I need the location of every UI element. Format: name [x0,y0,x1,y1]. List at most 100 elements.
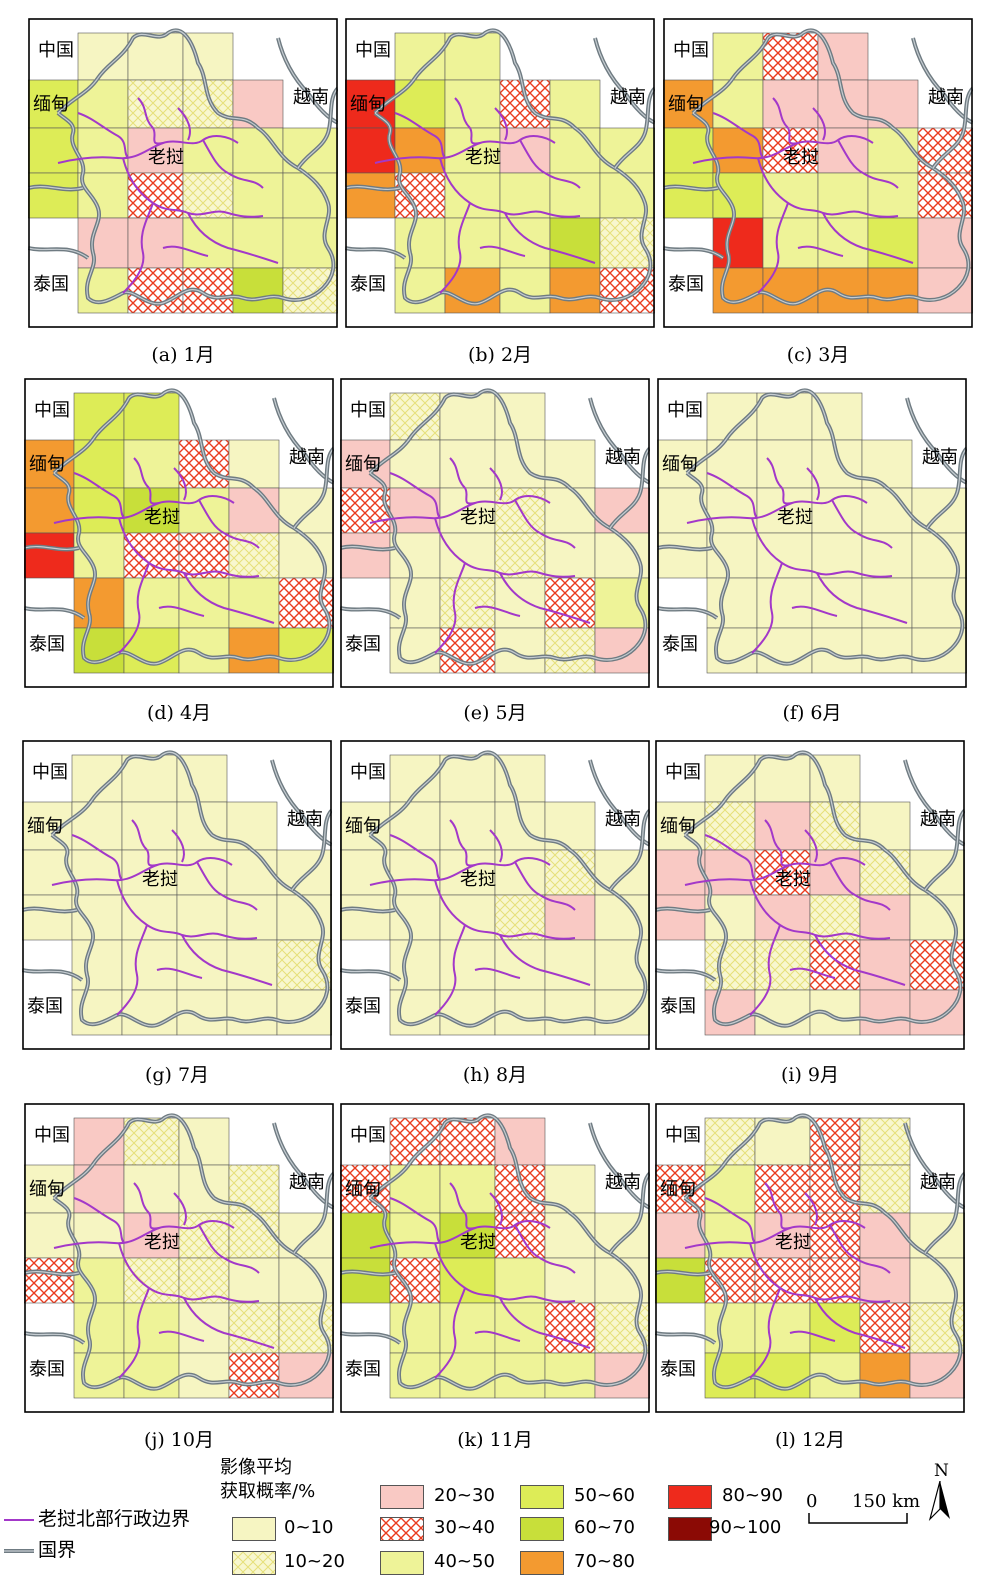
grid-cell [123,1117,180,1166]
grid-cell [704,939,756,991]
grid-cell [73,1257,125,1304]
national-border-label: 国界 [38,1539,77,1561]
grid-cell [544,532,596,579]
grid-cell [123,577,180,629]
label-china: 中国 [34,1125,70,1146]
admin-boundary [712,112,764,159]
admin-boundary-label: 老挝北部行政边界 [38,1508,191,1530]
grid-cell [340,1257,391,1304]
admin-boundary [489,1192,503,1226]
map-frame [22,740,332,1050]
grid-cell [123,1302,180,1354]
admin-boundary [162,245,209,257]
grid-cell [754,989,811,1036]
grid-cell [345,172,396,219]
grid-cell [73,577,125,629]
grid-cell [77,172,129,219]
grid-cell [123,627,180,674]
label-thailand: 泰国 [29,1359,65,1380]
label-thailand: 泰国 [29,634,65,655]
admin-boundary [764,819,791,867]
grid-cell [278,1352,334,1399]
admin-boundary [479,245,526,257]
label-vietnam: 越南 [922,447,958,468]
admin-boundary [804,829,818,863]
admin-boundary [187,212,279,264]
grid-cell [226,849,278,896]
grid-cell [22,849,73,896]
map-frame [28,18,338,328]
national-border-highlight [663,247,724,259]
admin-boundary [116,924,148,1016]
grid-cell [228,1257,280,1304]
admin-boundary [183,572,275,624]
panel-caption: (e) 5月 [463,702,527,724]
grid-cell [811,532,863,579]
admin-boundary [829,1224,856,1259]
admin-boundary [489,467,503,501]
admin-boundary [789,1330,836,1342]
national-border-highlight [340,969,401,981]
label-vietnam: 越南 [610,87,646,108]
label-thailand: 泰国 [660,1359,696,1380]
grid-cell [809,894,861,941]
grid-cell [549,127,601,174]
grid-cell [549,217,601,269]
panel-caption: (d) 4月 [146,702,212,724]
national-border-highlight [655,969,716,981]
grid-cell [754,1117,811,1166]
admin-boundary [704,1197,756,1244]
panel-caption: (b) 2月 [467,344,533,366]
grid-cell [389,849,441,896]
grid-cell [444,127,501,174]
admin-boundary [749,924,781,1016]
grid-cell [439,754,496,803]
admin-boundary [389,472,441,519]
grid-cell [389,532,441,579]
grid-cell [762,217,819,269]
grid-cell [756,392,813,441]
grid-cell [762,127,819,174]
national-border-highlight [24,545,80,551]
grid-cell [762,32,819,81]
grid-cell [706,487,758,534]
label-laos: 老挝 [777,507,813,528]
grid-cell [444,79,501,129]
grid-cell [756,439,813,489]
grid-cell [276,989,332,1036]
admin-boundary [156,967,203,979]
grid-cell [71,939,123,991]
admin-boundary [434,1287,466,1379]
national-border-highlight [655,1332,716,1344]
grid-cell [544,939,596,991]
admin-boundary [804,1192,818,1226]
label-thailand: 泰国 [668,274,704,295]
national-border-highlight [684,1114,962,1390]
map-frame [340,1103,650,1413]
grid-cell [439,392,496,441]
grid-cell [712,217,764,269]
national-border-highlight [692,29,970,305]
grid-cell [754,1352,811,1399]
national-border-highlight [684,751,962,1027]
panel-caption: (k) 11月 [457,1429,533,1451]
label-vietnam: 越南 [293,87,329,108]
national-border-highlight [924,1172,965,1254]
admin-boundary [816,572,908,624]
grid-cell [859,849,911,896]
grid-cell [917,267,973,314]
map-frame [24,378,334,688]
admin-boundary [751,562,783,654]
grid-cell [594,1302,650,1354]
national-border-highlight [22,907,78,913]
grid-cell [22,894,73,941]
grid-cell [176,939,228,991]
grid-cell [867,127,919,174]
admin-boundary [434,924,466,1016]
grid-cell [859,1302,911,1354]
grid-cell [494,1302,546,1354]
grid-cell [123,1164,180,1214]
